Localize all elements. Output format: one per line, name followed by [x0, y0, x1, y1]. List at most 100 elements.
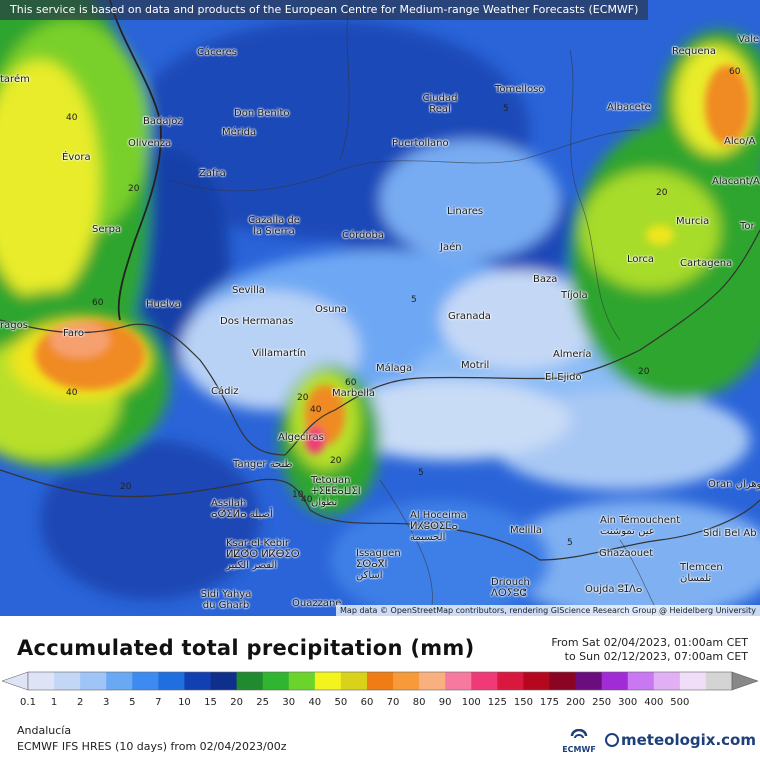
scale-swatch [132, 672, 159, 690]
ecmwf-logo-icon [570, 728, 588, 739]
city-label: Tetouan ⵜⵉⵟⵟⴰⵡⵉⵏ تطوان [311, 475, 361, 508]
scale-tick-label: 30 [282, 697, 296, 708]
contour-label: 60 [729, 67, 741, 77]
scale-swatch [236, 672, 264, 690]
city-label: Villamartín [252, 348, 307, 359]
city-label: Algeciras [278, 432, 324, 443]
city-label: Ksar-el-Kebir ⵍⵇⵚⵔ ⵍⴽⴱⵉⵔ القصر الكبير [226, 538, 300, 571]
contour-label: 5 [567, 538, 573, 548]
map-attribution: Map data © OpenStreetMap contributors, r… [336, 605, 760, 616]
scale-swatch [523, 672, 550, 690]
scale-tick-label: 10 [178, 697, 191, 708]
scale-swatch [653, 672, 681, 690]
city-label: Sidi Bel Ab [703, 528, 757, 539]
precipitation-map[interactable]: This service is based on data and produc… [0, 0, 760, 616]
scale-swatch [419, 672, 446, 690]
scale-tick-label: 500 [670, 697, 690, 708]
scale-tick-label: 175 [539, 697, 560, 708]
city-label: Granada [448, 311, 491, 322]
city-label: Serpa [92, 224, 122, 235]
city-label: Melilla [510, 525, 543, 536]
contour-label: 5 [503, 104, 509, 114]
city-label: Jaén [440, 242, 462, 253]
scale-swatch [80, 672, 107, 690]
scale-swatch [575, 672, 603, 690]
scale-tick-label: 40 [308, 697, 322, 708]
city-label: Dos Hermanas [220, 316, 294, 327]
scale-tick-label: 15 [204, 697, 217, 708]
scale-swatch [288, 672, 316, 690]
scale-tick-label: 3 [103, 697, 110, 708]
contour-label: 40 [310, 405, 322, 415]
precipitation-color-scale [1, 671, 759, 691]
city-label: Ouazzane [292, 598, 342, 609]
forecast-period: From Sat 02/04/2023, 01:00am CET to Sun … [551, 636, 748, 664]
scale-swatch [158, 672, 185, 690]
city-label: Ciudad Real [422, 93, 458, 115]
ecmwf-logo: ECMWF [562, 728, 596, 754]
city-label: Alacant/A [712, 176, 760, 187]
city-label: Murcia [676, 216, 710, 227]
city-label: Motril [461, 360, 490, 371]
contour-label: 60 [345, 378, 357, 388]
brand-text: meteologix.com [621, 731, 756, 749]
scale-arrow-right [731, 671, 759, 691]
scale-swatch [314, 672, 342, 690]
city-label: Marbella [332, 388, 376, 399]
scale-swatch [445, 672, 472, 690]
city-label: Alco/A [724, 136, 756, 147]
city-label: Albacete [607, 102, 651, 113]
scale-tick-label: 70 [386, 697, 400, 708]
scale-tick-label: 200 [566, 697, 586, 708]
period-from: From Sat 02/04/2023, 01:00am CET [551, 636, 748, 649]
contour-label: 5 [411, 295, 417, 305]
scale-tick-label: 125 [487, 697, 507, 708]
scale-swatch [471, 672, 498, 690]
city-label: Lorca [627, 254, 655, 265]
scale-tick-label: 80 [412, 697, 426, 708]
scale-tick-label: 5 [129, 697, 136, 708]
city-label: Zafra [199, 168, 226, 179]
contour-label: 40 [66, 113, 78, 123]
city-label: Vale [738, 34, 760, 45]
scale-tick-label: 300 [618, 697, 638, 708]
city-label: Oran وهران [708, 479, 760, 490]
city-label: Badajoz [143, 116, 183, 127]
city-label: Requena [672, 46, 716, 57]
scale-swatch [601, 672, 629, 690]
city-label: Assilah ⴰⵚⵉⵍⴰ أصيلة [211, 498, 273, 520]
scale-swatch [106, 672, 133, 690]
scale-tick-label: 150 [513, 697, 533, 708]
period-to: to Sun 02/12/2023, 07:00am CET [564, 650, 748, 663]
contour-label: 20 [128, 184, 140, 194]
contour-label: 10 [292, 490, 304, 500]
meteologix-logo[interactable]: meteologix.com [605, 731, 756, 749]
scale-swatch [705, 672, 733, 690]
city-label: Driouch ⴷⵔⵢⵓⵛ [491, 577, 530, 599]
city-label: Málaga [376, 363, 413, 374]
city-label: Tíjola [561, 290, 588, 301]
contour-label: 20 [638, 367, 650, 377]
city-label: Ghazaouet [599, 548, 654, 559]
contour-label: 40 [66, 388, 78, 398]
scale-tick-label: 25 [256, 697, 270, 708]
scale-tick-label: 50 [334, 697, 348, 708]
scale-tick-label: 2 [76, 697, 84, 708]
precipitation-field [0, 0, 760, 616]
scale-arrow-left [1, 671, 29, 691]
scale-tick-label: 60 [360, 697, 374, 708]
city-label: ragos [0, 320, 28, 331]
city-label: Sevilla [232, 285, 265, 296]
scale-tick-label: 400 [644, 697, 664, 708]
scale-swatch [340, 672, 368, 690]
city-label: Al Hoceima ⵍⵃⵓⵙⵉⵎⴰ الحسيمة [410, 510, 467, 543]
scale-tick-label: 7 [155, 697, 162, 708]
city-label: Don Benito [234, 108, 290, 119]
region-name: Andalucía [17, 724, 72, 737]
scale-swatch [679, 672, 707, 690]
meteologix-icon [605, 733, 619, 747]
contour-label: 20 [330, 456, 342, 466]
scale-tick-label: 0.1 [20, 697, 36, 708]
scale-swatch [262, 672, 290, 690]
scale-tick-label: 90 [438, 697, 452, 708]
